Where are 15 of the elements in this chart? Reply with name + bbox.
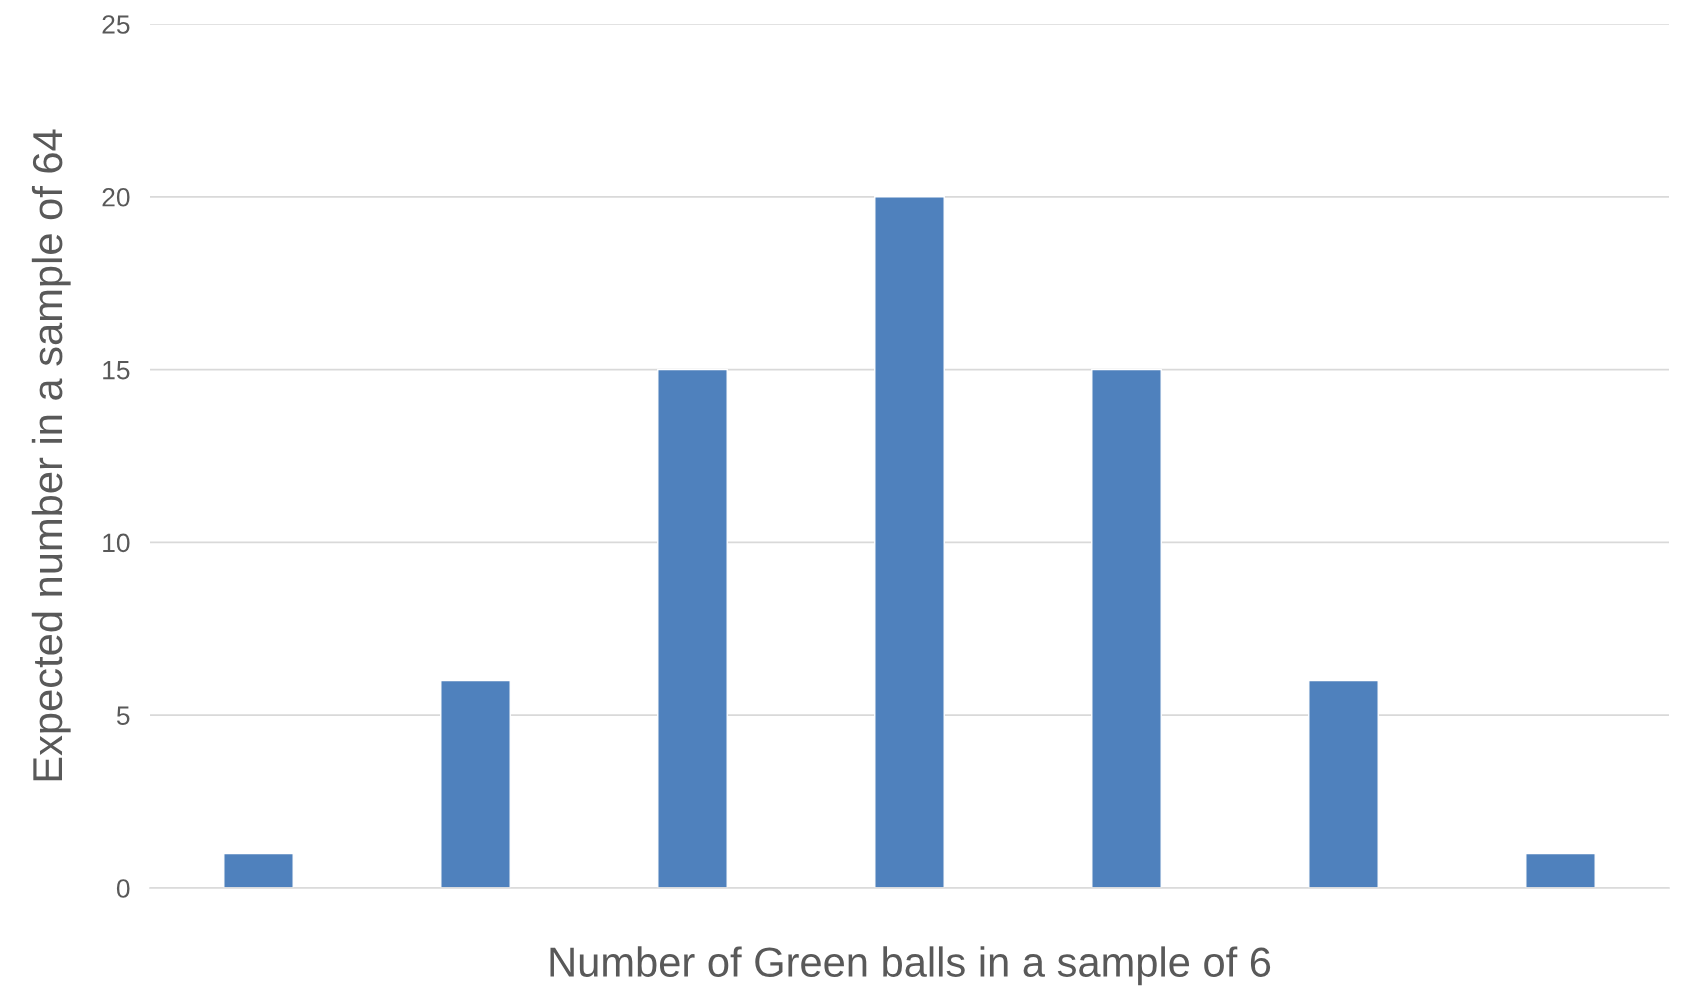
bar [657,368,728,888]
bar [440,679,511,888]
bar [874,196,945,888]
x-axis-title: Number of Green balls in a sample of 6 [550,946,1271,986]
bar [1091,368,1162,888]
bar [1525,852,1596,888]
y-tick-label: 20 [102,187,130,207]
y-tick-label: 25 [102,15,130,34]
y-tick-label: 0 [116,879,130,898]
y-tick-label: 10 [103,533,130,553]
bar [223,852,294,888]
y-tick-label: 15 [103,361,130,380]
y-axis-title: Expected number in a sample of 64 [31,129,71,781]
bar [1308,679,1379,888]
y-tick-label: 5 [116,706,130,726]
